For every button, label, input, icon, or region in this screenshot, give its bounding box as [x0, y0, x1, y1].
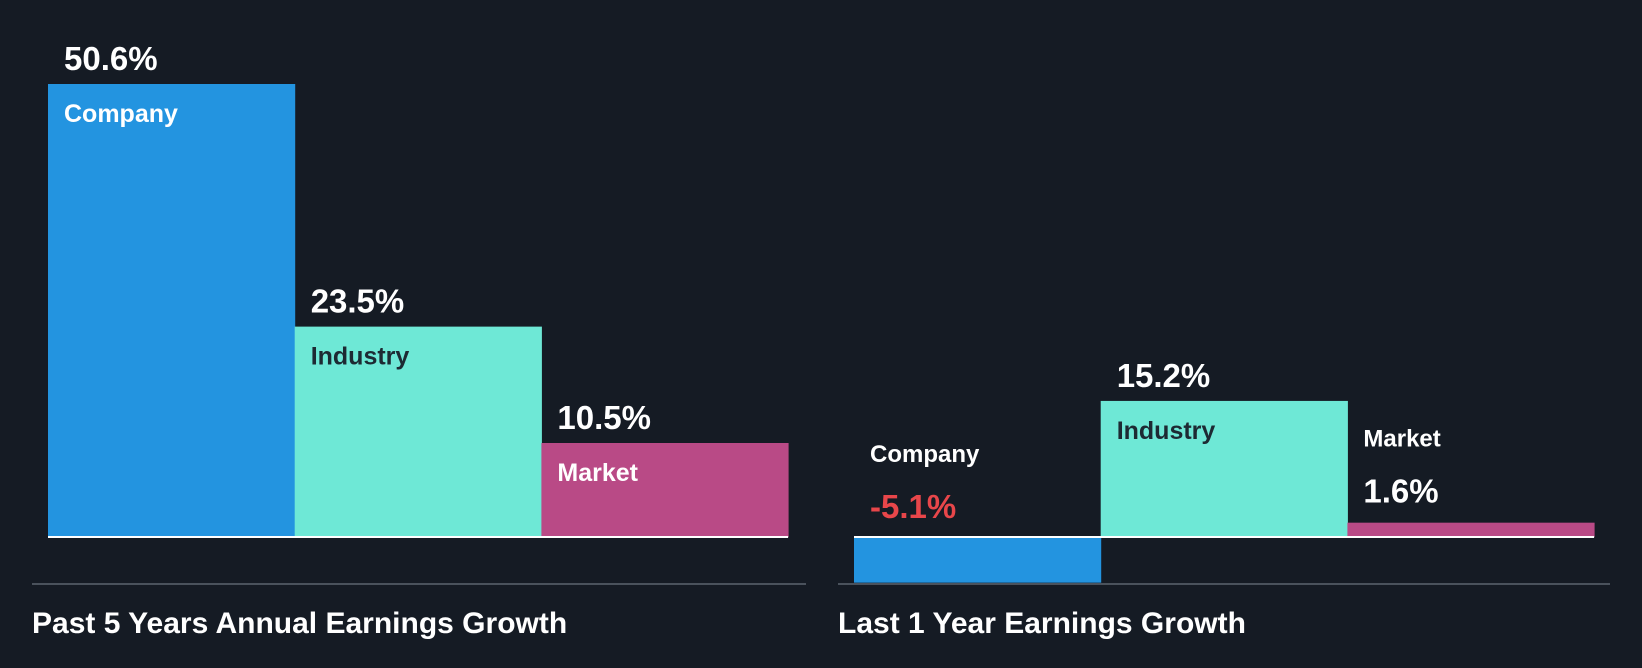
value-label-company: 50.6% [64, 40, 158, 77]
value-label-market: 1.6% [1363, 473, 1438, 510]
bar-industry [1100, 400, 1348, 537]
last-1-year-chart: Company -5.1% Industry 15.2% Market 1.6% [838, 357, 1610, 585]
category-label-company: Company [64, 100, 178, 128]
value-label-industry: 15.2% [1117, 357, 1211, 394]
value-label-market: 10.5% [557, 399, 651, 436]
bar-market [1347, 522, 1595, 537]
value-label-company: -5.1% [870, 488, 956, 525]
past-5-years-title: Past 5 Years Annual Earnings Growth [32, 607, 568, 640]
category-label-industry: Industry [311, 343, 410, 371]
last-1-year-title: Last 1 Year Earnings Growth [838, 607, 1246, 640]
past-5-years-chart: Company 50.6% Industry 23.5% Market 10.5% [32, 40, 806, 585]
bar-market [541, 442, 789, 537]
category-label-industry: Industry [1117, 417, 1216, 445]
bar-company [48, 84, 296, 537]
bar-industry [294, 326, 542, 537]
category-label-market: Market [557, 459, 638, 487]
category-label-market: Market [1363, 426, 1440, 453]
bar-company [854, 537, 1102, 583]
category-label-company: Company [870, 441, 980, 468]
value-label-industry: 23.5% [311, 283, 405, 320]
